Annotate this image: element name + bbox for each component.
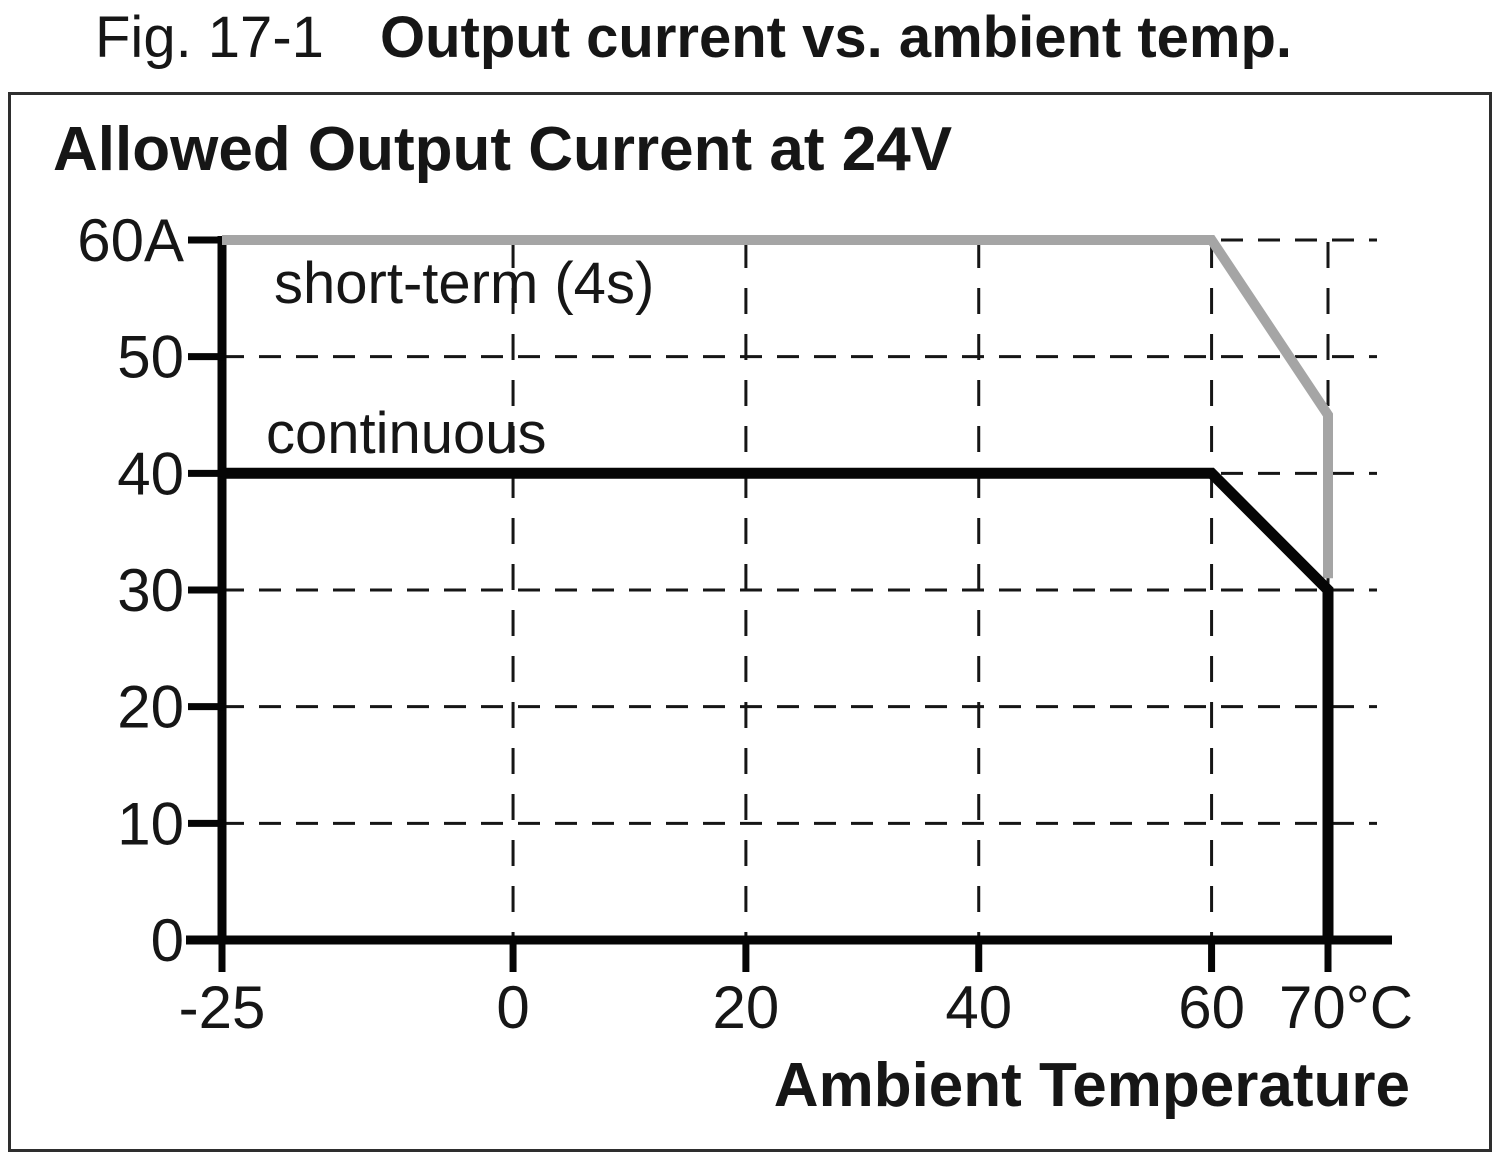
panel-border [8, 92, 1492, 1152]
series-continuous [222, 467, 1334, 940]
x-tick-label: -25 [179, 974, 266, 1041]
chart-panel: 0 10 20 30 40 50 60A -25 0 20 40 60 70°C Ambient Temp… [8, 92, 1492, 1152]
y-tick-label: 40 [117, 440, 184, 507]
y-tick-label: 20 [117, 674, 184, 741]
x-axis-title: Ambient Temperature [774, 1051, 1410, 1120]
x-tick-label: 20 [713, 974, 780, 1041]
y-tick-label: 0 [151, 907, 184, 974]
y-tick-label: 50 [117, 324, 184, 391]
y-tick-label: 60A [77, 207, 184, 274]
figure-number: Fig. 17-1 [95, 5, 324, 70]
x-tick-label: 40 [945, 974, 1012, 1041]
figure-heading: Fig. 17-1 Output current vs. ambient tem… [0, 0, 1500, 92]
series-short-term-4s [222, 235, 1333, 579]
x-tick-label: 60 [1178, 974, 1245, 1041]
x-tick-label: 0 [496, 974, 529, 1041]
x-tick-label: 70°C [1279, 974, 1413, 1041]
y-tick-label: 30 [117, 557, 184, 624]
y-tick-label: 10 [117, 790, 184, 857]
chart-title: Allowed Output Current at 24V [53, 115, 953, 184]
figure-title: Output current vs. ambient temp. [380, 5, 1292, 70]
